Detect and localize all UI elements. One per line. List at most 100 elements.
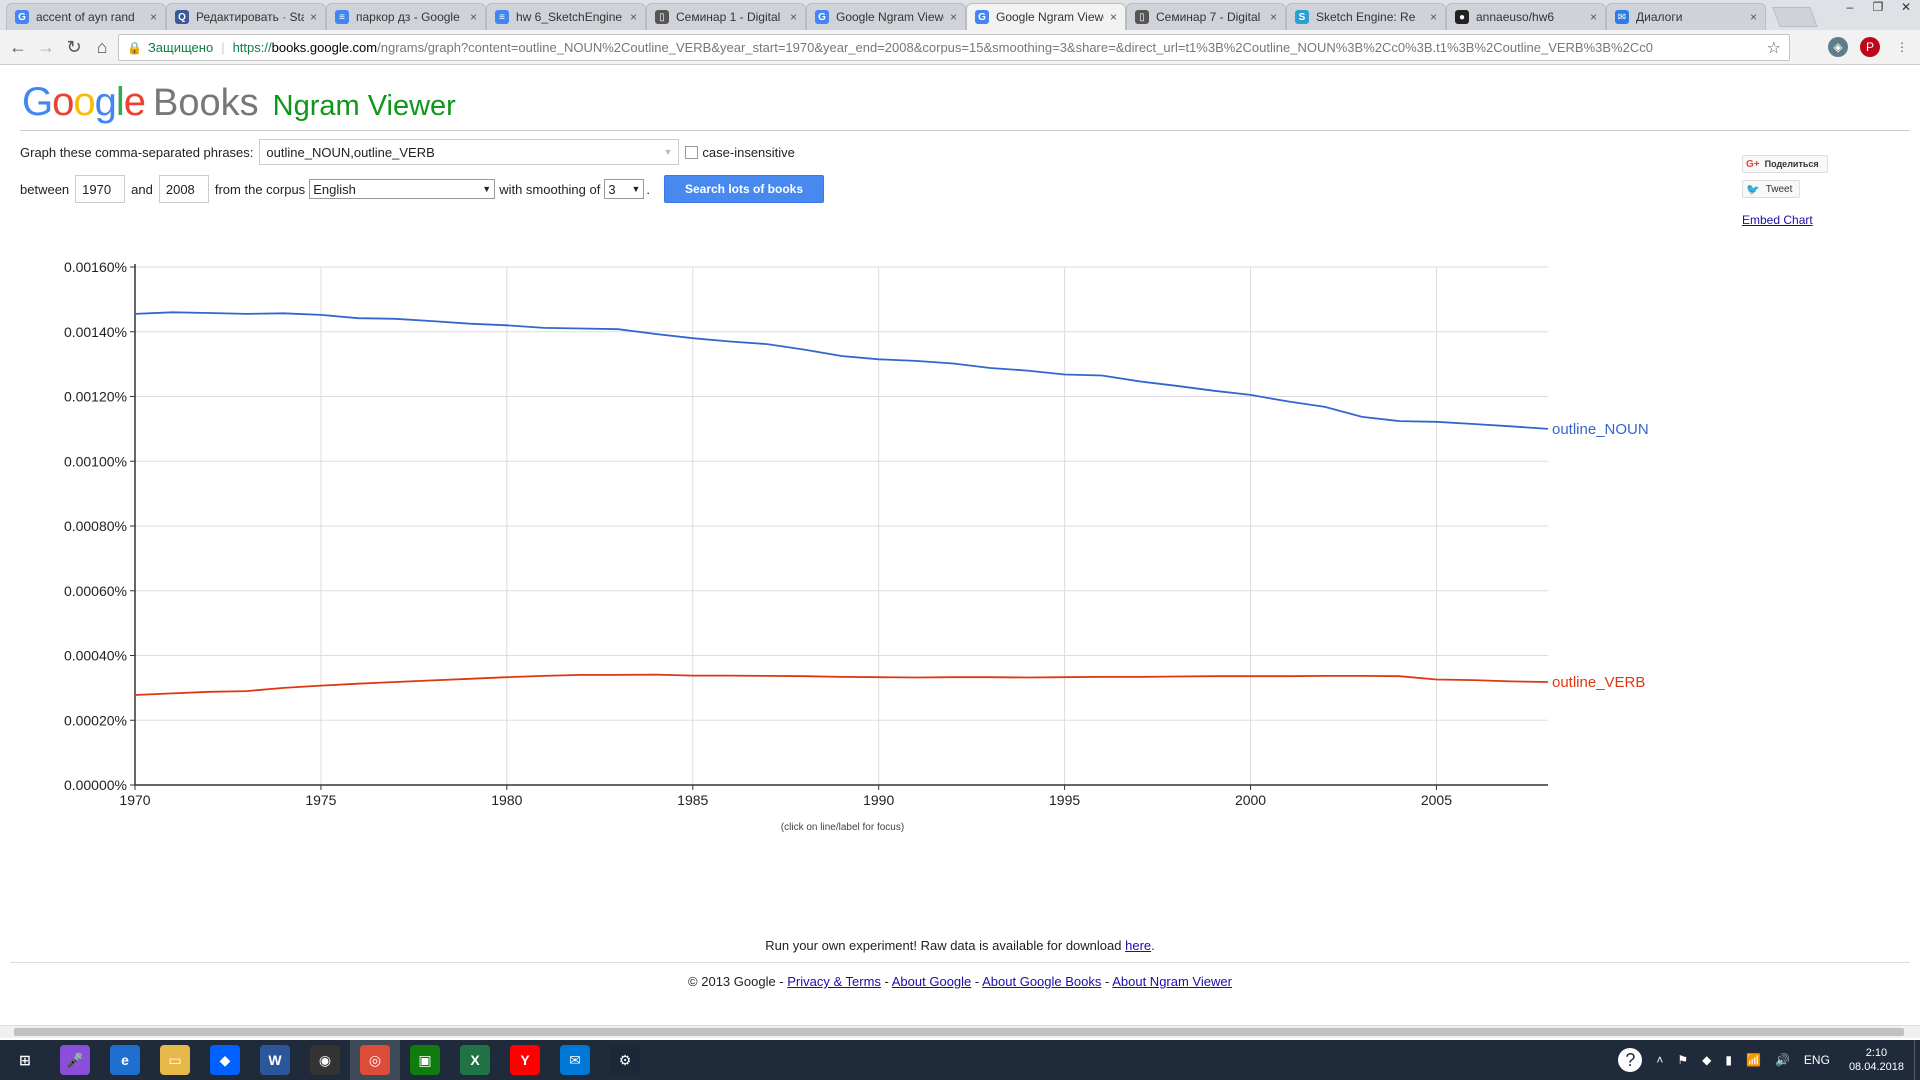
phrases-input[interactable]: outline_NOUN,outline_VERB ▼ — [259, 139, 680, 165]
smoothing-select[interactable]: 3 ▼ — [604, 179, 645, 199]
dropbox-icon[interactable]: ◆ — [200, 1040, 250, 1080]
tab-close-icon[interactable]: × — [1749, 10, 1757, 24]
about-ngram-viewer-link[interactable]: About Ngram Viewer — [1112, 974, 1232, 989]
home-button[interactable]: ⌂ — [96, 36, 108, 57]
reload-button[interactable]: ↻ — [66, 36, 82, 57]
explorer-icon[interactable]: ▭ — [150, 1040, 200, 1080]
restore-button[interactable]: ❐ — [1872, 0, 1884, 14]
download-here-link[interactable]: here — [1125, 938, 1152, 953]
url-host: books.google.com — [271, 40, 378, 55]
windows-taskbar: ⊞ 🎤 e ▭ ◆ W ◉ ◎ ▣ X Y ✉ ⚙ ? ˄ ⚑ ◆ ▮ 📶 🔊 ENG 2:10 08.… — [0, 1040, 1920, 1080]
taskbar-icons: ⊞ 🎤 e ▭ ◆ W ◉ ◎ ▣ X Y ✉ ⚙ — [0, 1040, 650, 1080]
tab-close-icon[interactable]: × — [1429, 10, 1437, 24]
tab-title: Google Ngram Viewer — [996, 10, 1104, 24]
start-icon-glyph: ⊞ — [10, 1045, 40, 1075]
dropbox-tray-icon[interactable]: ◆ — [1702, 1053, 1712, 1067]
footer-sep: - — [971, 974, 983, 989]
network-icon[interactable]: 📶 — [1746, 1053, 1761, 1067]
start-icon[interactable]: ⊞ — [0, 1040, 50, 1080]
between-label: between — [20, 181, 70, 197]
steam-icon[interactable]: ⚙ — [600, 1040, 650, 1080]
excel-icon[interactable]: X — [450, 1040, 500, 1080]
browser-tab[interactable]: G Google Ngram Viewer × — [806, 3, 966, 30]
tray-chevron-icon[interactable]: ˄ — [1656, 1053, 1664, 1067]
bookmark-star-icon[interactable]: ☆ — [1766, 40, 1781, 57]
media-icon[interactable]: ◉ — [300, 1040, 350, 1080]
series-label-outline_VERB[interactable]: outline_VERB — [1552, 674, 1645, 691]
corpus-value: English — [313, 181, 356, 197]
google-books-logo[interactable]: Google Books Ngram Viewer — [22, 80, 456, 125]
browser-tab[interactable]: ≡ паркор дз - Google × — [326, 3, 486, 30]
about-google-books-link[interactable]: About Google Books — [982, 974, 1102, 989]
series-label-outline_NOUN[interactable]: outline_NOUN — [1552, 421, 1649, 438]
browser-tab[interactable]: G Google Ngram Viewer × — [966, 3, 1126, 30]
google-letter: e — [123, 80, 146, 124]
about-google-link[interactable]: About Google — [891, 974, 972, 989]
show-desktop-button[interactable] — [1914, 1040, 1920, 1080]
horizontal-scrollbar[interactable] — [0, 1025, 1920, 1038]
chrome-icon[interactable]: ◎ — [350, 1040, 400, 1080]
tab-favicon-icon: S — [1295, 10, 1309, 24]
y-tick-label: 0.00020% — [64, 712, 127, 728]
browser-tab[interactable]: ≡ hw 6_SketchEngine × — [486, 3, 646, 30]
language-indicator[interactable]: ENG — [1803, 1053, 1830, 1067]
back-button[interactable]: ← — [9, 36, 27, 57]
tab-favicon-icon: ≡ — [495, 10, 509, 24]
scrollbar-thumb[interactable] — [14, 1028, 1904, 1036]
ie-icon[interactable]: e — [100, 1040, 150, 1080]
tab-close-icon[interactable]: × — [149, 10, 157, 24]
browser-tab[interactable]: ▯ Семинар 1 - Digital × — [646, 3, 806, 30]
mail-icon[interactable]: ✉ — [550, 1040, 600, 1080]
battery-icon[interactable]: ▮ — [1725, 1053, 1733, 1067]
tab-close-icon[interactable]: × — [309, 10, 317, 24]
tab-close-icon[interactable]: × — [629, 10, 637, 24]
tab-close-icon[interactable]: × — [789, 10, 797, 24]
flag-icon[interactable]: ⚑ — [1677, 1053, 1689, 1067]
tab-close-icon[interactable]: × — [469, 10, 477, 24]
word-icon[interactable]: W — [250, 1040, 300, 1080]
series-line-outline_NOUN[interactable] — [134, 311, 1549, 430]
pinterest-icon[interactable]: P — [1860, 37, 1880, 57]
tab-favicon-icon: ✉ — [1615, 10, 1629, 24]
extension-shield-icon[interactable]: ◈ — [1828, 37, 1848, 57]
url-path: /ngrams/graph?content=outline_NOUN%2Cout… — [377, 40, 1653, 55]
tab-title: accent of ayn rand — [36, 10, 135, 24]
cortana-icon[interactable]: 🎤 — [50, 1040, 100, 1080]
tab-close-icon[interactable]: × — [1589, 10, 1597, 24]
privacy-terms-link[interactable]: Privacy & Terms — [787, 974, 881, 989]
tab-close-icon[interactable]: × — [1109, 10, 1117, 24]
browser-tab[interactable]: Q Редактировать · Stack × — [166, 3, 326, 30]
year-end-input[interactable]: 2008 — [158, 175, 209, 203]
minimize-button[interactable]: – — [1846, 0, 1854, 14]
corpus-select[interactable]: English ▼ — [309, 179, 496, 199]
tweet-button[interactable]: 🐦 Tweet — [1742, 180, 1800, 198]
browser-tab[interactable]: ▯ Семинар 7 - Digital × — [1126, 3, 1286, 30]
gplus-share-button[interactable]: G+ Поделиться — [1742, 155, 1828, 173]
tab-close-icon[interactable]: × — [1269, 10, 1277, 24]
browser-tab[interactable]: S Sketch Engine: Re × — [1286, 3, 1446, 30]
tab-close-icon[interactable]: × — [949, 10, 957, 24]
clock[interactable]: 2:10 08.04.2018 — [1849, 1046, 1904, 1074]
forward-button[interactable]: → — [37, 36, 55, 57]
tab-title: annaeuso/hw6 — [1476, 10, 1555, 24]
year-start-input[interactable]: 1970 — [75, 175, 126, 203]
menu-icon[interactable]: ⋮ — [1896, 40, 1908, 54]
browser-tab[interactable]: ✉ Диалоги × — [1606, 3, 1766, 30]
close-window-button[interactable]: ✕ — [1900, 0, 1912, 14]
new-tab-button[interactable] — [1772, 7, 1818, 27]
search-button[interactable]: Search lots of books — [663, 175, 824, 203]
yandex-icon[interactable]: Y — [500, 1040, 550, 1080]
series-line-outline_VERB[interactable] — [134, 673, 1549, 696]
clock-time: 2:10 — [1865, 1047, 1888, 1059]
address-bar[interactable]: 🔒 Защищено | https://books.google.com/ng… — [118, 34, 1790, 61]
help-icon[interactable]: ? — [1618, 1048, 1643, 1072]
and-label: and — [131, 181, 153, 197]
y-tick-label: 0.00120% — [64, 389, 127, 405]
embed-chart-link[interactable]: Embed Chart — [1742, 213, 1813, 227]
store-icon[interactable]: ▣ — [400, 1040, 450, 1080]
x-tick-label: 2005 — [1421, 792, 1452, 808]
browser-tab[interactable]: ● annaeuso/hw6 × — [1446, 3, 1606, 30]
volume-icon[interactable]: 🔊 — [1774, 1053, 1790, 1067]
case-insensitive-checkbox[interactable] — [685, 145, 699, 159]
